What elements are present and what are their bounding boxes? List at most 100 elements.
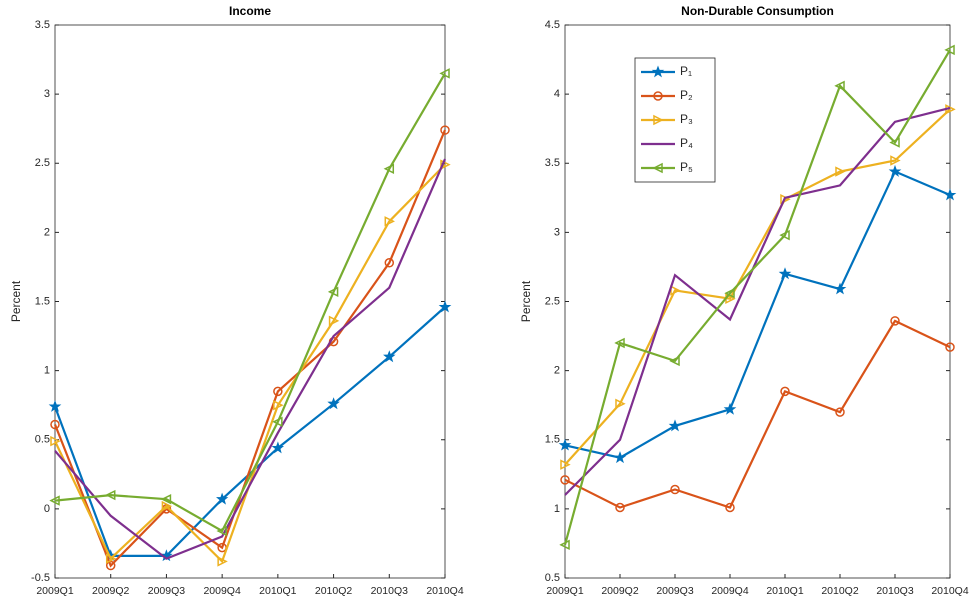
marker xyxy=(439,68,450,79)
marker xyxy=(560,475,570,485)
x-tick-label: 2009Q1 xyxy=(36,585,74,597)
marker xyxy=(328,315,340,327)
marker xyxy=(613,451,627,464)
x-tick-label: 2010Q1 xyxy=(766,585,804,597)
marker xyxy=(833,282,847,295)
marker xyxy=(384,258,395,268)
marker xyxy=(50,435,61,447)
marker xyxy=(945,342,955,352)
series-line xyxy=(563,49,951,546)
marker xyxy=(560,459,571,470)
marker xyxy=(383,350,396,363)
legend-marker xyxy=(652,162,663,174)
marker xyxy=(273,399,284,411)
x-tick-label: 2009Q2 xyxy=(601,585,639,597)
legend-label: P₂ xyxy=(680,88,693,102)
x-tick-label: 2010Q4 xyxy=(931,585,969,597)
marker xyxy=(780,386,790,397)
y-axis-label: Percent xyxy=(519,280,533,322)
y-tick-label: 1 xyxy=(554,503,560,515)
legend-label: P₄ xyxy=(680,136,693,150)
y-tick-label: 2 xyxy=(44,226,50,238)
marker xyxy=(888,164,902,177)
x-tick-label: 2009Q4 xyxy=(711,585,749,597)
marker xyxy=(943,188,957,201)
marker xyxy=(944,44,955,56)
marker xyxy=(779,229,790,241)
marker xyxy=(50,419,60,430)
y-tick-label: 4 xyxy=(554,88,560,100)
marker xyxy=(890,155,901,166)
legend-label: P₃ xyxy=(680,112,693,126)
x-tick-label: 2009Q2 xyxy=(92,585,130,597)
plot-area xyxy=(564,24,951,579)
series-line xyxy=(53,129,447,568)
y-tick-label: 1.5 xyxy=(545,434,560,446)
series-line xyxy=(54,72,446,533)
marker xyxy=(670,484,680,495)
marker xyxy=(161,500,173,512)
marker xyxy=(438,300,452,313)
y-tick-label: 1 xyxy=(44,365,50,377)
marker xyxy=(669,355,680,367)
y-tick-label: 0.5 xyxy=(35,434,50,446)
marker xyxy=(889,137,900,148)
marker xyxy=(778,267,792,280)
marker xyxy=(890,316,900,326)
marker xyxy=(216,525,227,537)
y-tick-label: 1.5 xyxy=(35,295,50,307)
marker xyxy=(216,492,229,505)
legend-marker xyxy=(651,65,665,78)
legend-marker xyxy=(653,114,664,126)
x-tick-label: 2009Q1 xyxy=(546,585,584,597)
x-tick-label: 2010Q4 xyxy=(426,585,464,597)
legend-marker xyxy=(653,91,663,101)
chart-title: Income xyxy=(229,4,271,18)
x-tick-label: 2010Q1 xyxy=(259,585,297,597)
y-tick-label: 4.5 xyxy=(545,19,560,31)
marker xyxy=(615,502,625,513)
marker xyxy=(383,163,395,174)
y-tick-label: 0 xyxy=(44,503,50,515)
marker xyxy=(835,166,846,177)
marker xyxy=(160,493,172,505)
marker xyxy=(668,419,682,432)
x-tick-label: 2009Q3 xyxy=(148,585,186,597)
x-tick-label: 2010Q2 xyxy=(315,585,353,597)
legend-label: P₁ xyxy=(680,64,692,78)
marker xyxy=(440,159,451,170)
marker xyxy=(384,216,395,227)
marker xyxy=(105,553,117,564)
x-tick-label: 2010Q2 xyxy=(821,585,859,597)
marker xyxy=(725,502,735,513)
marker xyxy=(272,416,283,427)
marker xyxy=(217,556,228,567)
y-tick-label: 3 xyxy=(44,88,50,100)
y-tick-label: 3.5 xyxy=(545,157,560,169)
x-tick-label: 2010Q3 xyxy=(371,585,409,597)
series-line xyxy=(54,158,447,560)
x-tick-label: 2009Q4 xyxy=(203,585,241,597)
series-line xyxy=(564,170,951,459)
marker xyxy=(834,80,845,92)
series-line xyxy=(564,319,951,509)
y-tick-label: 2 xyxy=(554,365,560,377)
legend-label: P₅ xyxy=(680,160,693,174)
marker xyxy=(724,287,735,299)
marker xyxy=(327,286,339,298)
marker xyxy=(48,400,62,412)
y-tick-label: 3 xyxy=(554,226,560,238)
marker xyxy=(559,539,570,551)
y-axis-label: Percent xyxy=(9,280,23,322)
marker xyxy=(615,398,626,410)
y-tick-label: 2.5 xyxy=(35,157,50,169)
marker xyxy=(614,337,625,349)
x-tick-label: 2010Q3 xyxy=(876,585,914,597)
y-tick-label: 2.5 xyxy=(545,295,560,307)
marker xyxy=(105,489,116,501)
y-tick-label: 0.5 xyxy=(545,572,560,584)
marker xyxy=(327,397,340,410)
marker xyxy=(835,407,845,417)
y-tick-label: -0.5 xyxy=(31,572,50,584)
